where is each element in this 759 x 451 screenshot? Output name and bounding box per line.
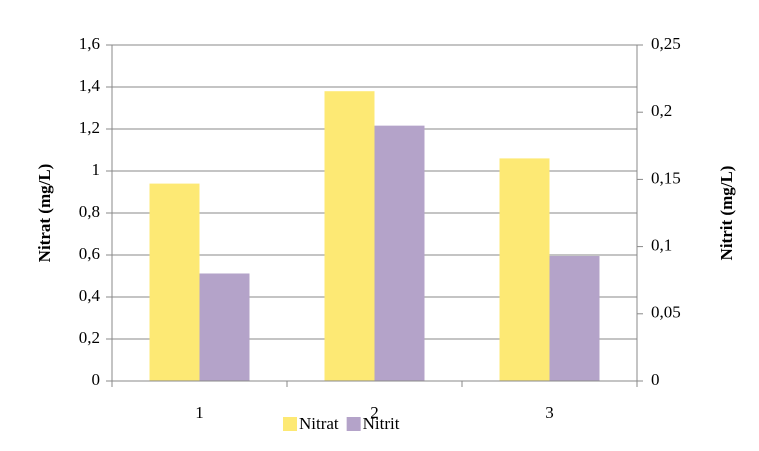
y-tick-label: 1,2 xyxy=(79,118,100,137)
y2-axis-title: Nitrit (mg/L) xyxy=(717,166,736,261)
legend-swatch xyxy=(346,417,361,431)
x-tick-label: 2 xyxy=(370,403,379,422)
y-tick-label: 0,4 xyxy=(79,286,101,305)
bar xyxy=(549,256,600,381)
y2-tick-label: 0,1 xyxy=(651,236,672,255)
legend-swatch xyxy=(283,417,297,431)
y-tick-label: 1 xyxy=(92,160,101,179)
legend-label: Nitrit xyxy=(363,414,400,433)
y2-tick-label: 0,2 xyxy=(651,101,672,120)
y2-tick-label: 0,25 xyxy=(651,34,681,53)
y-tick-label: 0,6 xyxy=(79,244,100,263)
bar xyxy=(374,125,425,381)
y-tick-label: 1,4 xyxy=(79,76,101,95)
bar xyxy=(499,158,550,381)
x-tick-label: 1 xyxy=(195,403,204,422)
legend-label: Nitrat xyxy=(299,414,339,433)
y-tick-label: 0,2 xyxy=(79,328,100,347)
bar xyxy=(149,183,200,381)
y2-tick-label: 0 xyxy=(651,370,660,389)
bar xyxy=(199,273,250,381)
bar xyxy=(324,91,375,381)
y2-tick-label: 0,05 xyxy=(651,303,681,322)
y2-tick-label: 0,15 xyxy=(651,168,681,187)
y-tick-label: 1,6 xyxy=(79,34,100,53)
y-axis-title: Nitrat (mg/L) xyxy=(35,164,54,263)
y-tick-label: 0,8 xyxy=(79,202,100,221)
y-tick-label: 0 xyxy=(92,370,101,389)
x-tick-label: 3 xyxy=(545,403,554,422)
